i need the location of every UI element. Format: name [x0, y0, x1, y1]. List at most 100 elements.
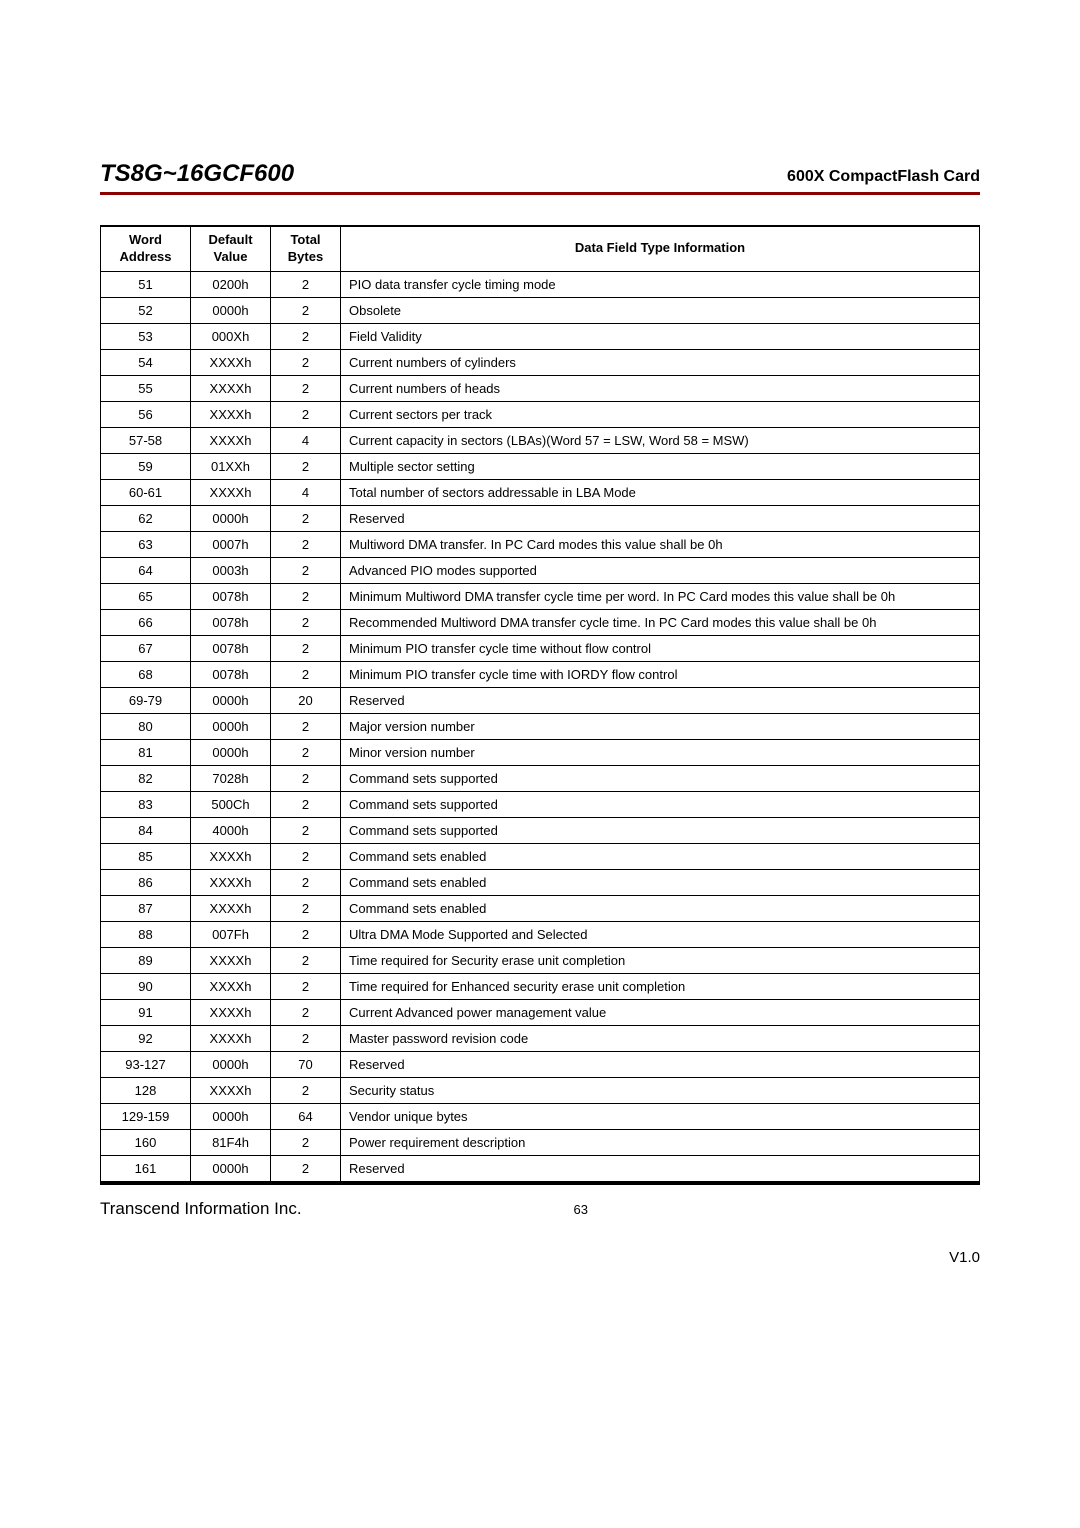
cell-data-field-info: Field Validity	[341, 323, 980, 349]
cell-word-address: 59	[101, 453, 191, 479]
cell-default-value: 0007h	[191, 531, 271, 557]
cell-default-value: 0000h	[191, 1051, 271, 1077]
cell-data-field-info: Current numbers of heads	[341, 375, 980, 401]
cell-word-address: 89	[101, 947, 191, 973]
cell-default-value: XXXXh	[191, 869, 271, 895]
cell-data-field-info: Master password revision code	[341, 1025, 980, 1051]
col-header-text: Data Field Type Information	[575, 240, 745, 255]
cell-word-address: 160	[101, 1129, 191, 1155]
table-row: 88007Fh2Ultra DMA Mode Supported and Sel…	[101, 921, 980, 947]
table-row: 5901XXh2Multiple sector setting	[101, 453, 980, 479]
cell-word-address: 88	[101, 921, 191, 947]
column-header-word-address: Word Address	[101, 226, 191, 271]
cell-word-address: 63	[101, 531, 191, 557]
cell-total-bytes: 64	[271, 1103, 341, 1129]
table-row: 650078h2Minimum Multiword DMA transfer c…	[101, 583, 980, 609]
col-header-text: Total	[290, 232, 320, 247]
cell-default-value: 7028h	[191, 765, 271, 791]
cell-word-address: 56	[101, 401, 191, 427]
cell-total-bytes: 2	[271, 1129, 341, 1155]
cell-default-value: XXXXh	[191, 999, 271, 1025]
cell-data-field-info: Time required for Enhanced security eras…	[341, 973, 980, 999]
cell-default-value: 0078h	[191, 609, 271, 635]
table-row: 92XXXXh2Master password revision code	[101, 1025, 980, 1051]
table-header: Word Address Default Value Total Bytes D…	[101, 226, 980, 271]
cell-default-value: 0078h	[191, 583, 271, 609]
cell-data-field-info: Reserved	[341, 1155, 980, 1181]
cell-word-address: 129-159	[101, 1103, 191, 1129]
cell-default-value: XXXXh	[191, 895, 271, 921]
cell-data-field-info: Command sets enabled	[341, 895, 980, 921]
version-label: V1.0	[100, 1249, 980, 1266]
cell-data-field-info: Command sets supported	[341, 765, 980, 791]
cell-default-value: 500Ch	[191, 791, 271, 817]
page-header: TS8G~16GCF600 600X CompactFlash Card	[100, 160, 980, 195]
cell-default-value: 0000h	[191, 687, 271, 713]
cell-data-field-info: Ultra DMA Mode Supported and Selected	[341, 921, 980, 947]
cell-total-bytes: 2	[271, 1077, 341, 1103]
cell-total-bytes: 2	[271, 999, 341, 1025]
table-row: 128XXXXh2Security status	[101, 1077, 980, 1103]
table-row: 55XXXXh2Current numbers of heads	[101, 375, 980, 401]
col-header-text: Word	[129, 232, 162, 247]
cell-default-value: 0003h	[191, 557, 271, 583]
cell-data-field-info: Current capacity in sectors (LBAs)(Word …	[341, 427, 980, 453]
table-row: 620000h2Reserved	[101, 505, 980, 531]
column-header-data-field-info: Data Field Type Information	[341, 226, 980, 271]
table-row: 54XXXXh2Current numbers of cylinders	[101, 349, 980, 375]
cell-total-bytes: 2	[271, 869, 341, 895]
cell-total-bytes: 2	[271, 1025, 341, 1051]
cell-data-field-info: Minor version number	[341, 739, 980, 765]
cell-default-value: 0000h	[191, 739, 271, 765]
cell-word-address: 52	[101, 297, 191, 323]
table-row: 69-790000h20Reserved	[101, 687, 980, 713]
table-row: 93-1270000h70Reserved	[101, 1051, 980, 1077]
table-row: 87XXXXh2Command sets enabled	[101, 895, 980, 921]
table-row: 89XXXXh2Time required for Security erase…	[101, 947, 980, 973]
cell-total-bytes: 20	[271, 687, 341, 713]
cell-word-address: 66	[101, 609, 191, 635]
cell-data-field-info: Minimum PIO transfer cycle time with IOR…	[341, 661, 980, 687]
cell-default-value: 0000h	[191, 297, 271, 323]
column-header-default-value: Default Value	[191, 226, 271, 271]
table-row: 844000h2Command sets supported	[101, 817, 980, 843]
cell-word-address: 86	[101, 869, 191, 895]
cell-data-field-info: Multiword DMA transfer. In PC Card modes…	[341, 531, 980, 557]
identify-drive-table: Word Address Default Value Total Bytes D…	[100, 225, 980, 1182]
cell-default-value: XXXXh	[191, 947, 271, 973]
cell-word-address: 67	[101, 635, 191, 661]
table-row: 680078h2Minimum PIO transfer cycle time …	[101, 661, 980, 687]
table-row: 810000h2Minor version number	[101, 739, 980, 765]
cell-default-value: 0000h	[191, 505, 271, 531]
cell-total-bytes: 2	[271, 817, 341, 843]
cell-default-value: XXXXh	[191, 375, 271, 401]
cell-word-address: 68	[101, 661, 191, 687]
cell-word-address: 92	[101, 1025, 191, 1051]
cell-data-field-info: Reserved	[341, 1051, 980, 1077]
cell-default-value: XXXXh	[191, 1025, 271, 1051]
cell-total-bytes: 2	[271, 661, 341, 687]
cell-total-bytes: 2	[271, 843, 341, 869]
cell-word-address: 83	[101, 791, 191, 817]
cell-data-field-info: Obsolete	[341, 297, 980, 323]
cell-word-address: 51	[101, 271, 191, 297]
cell-data-field-info: PIO data transfer cycle timing mode	[341, 271, 980, 297]
company-name: Transcend Information Inc.	[100, 1199, 302, 1219]
cell-total-bytes: 4	[271, 479, 341, 505]
cell-total-bytes: 4	[271, 427, 341, 453]
cell-word-address: 90	[101, 973, 191, 999]
cell-word-address: 53	[101, 323, 191, 349]
cell-total-bytes: 2	[271, 375, 341, 401]
model-number: TS8G~16GCF600	[100, 160, 294, 188]
cell-data-field-info: Command sets enabled	[341, 843, 980, 869]
cell-word-address: 54	[101, 349, 191, 375]
cell-total-bytes: 2	[271, 1155, 341, 1181]
table-row: 660078h2Recommended Multiword DMA transf…	[101, 609, 980, 635]
table-row: 800000h2Major version number	[101, 713, 980, 739]
table-header-row: Word Address Default Value Total Bytes D…	[101, 226, 980, 271]
cell-data-field-info: Minimum Multiword DMA transfer cycle tim…	[341, 583, 980, 609]
table-row: 640003h2Advanced PIO modes supported	[101, 557, 980, 583]
cell-word-address: 128	[101, 1077, 191, 1103]
cell-default-value: XXXXh	[191, 401, 271, 427]
table-row: 60-61XXXXh4Total number of sectors addre…	[101, 479, 980, 505]
